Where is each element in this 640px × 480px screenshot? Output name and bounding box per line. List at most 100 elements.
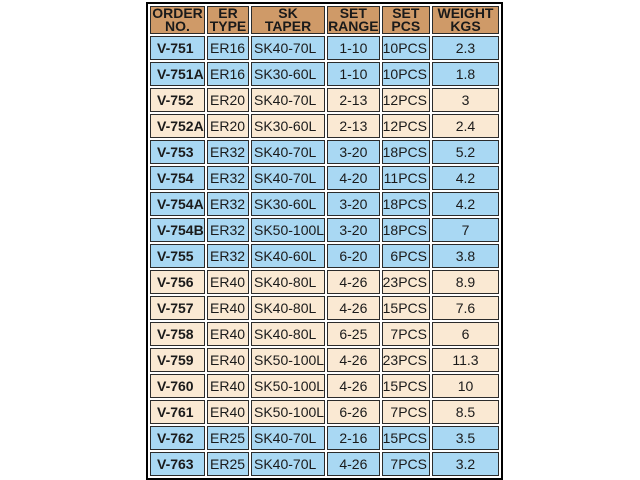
- cell-set-pcs: 18PCS: [381, 192, 430, 216]
- cell-set-range: 2-16: [327, 426, 380, 450]
- cell-sk-taper: SK40-80L: [251, 296, 326, 320]
- cell-order-no: V-754A: [150, 192, 205, 216]
- cell-order-no: V-752A: [150, 114, 205, 138]
- cell-sk-taper: SK40-70L: [251, 166, 326, 190]
- cell-set-range: 1-10: [327, 62, 380, 86]
- cell-weight-kgs: 3.2: [431, 452, 499, 476]
- cell-er-type: ER32: [207, 140, 249, 164]
- table-row: V-754B ER32 SK50-100L 3-20 18PCS 7: [150, 218, 499, 242]
- cell-order-no: V-754B: [150, 218, 205, 242]
- header-cell-order-no: ORDER NO.: [150, 6, 205, 34]
- cell-set-range: 4-26: [327, 348, 380, 372]
- cell-set-pcs: 10PCS: [381, 62, 430, 86]
- cell-sk-taper: SK40-60L: [251, 244, 326, 268]
- cell-set-range: 6-25: [327, 322, 380, 346]
- cell-set-pcs: 7PCS: [381, 400, 430, 424]
- cell-set-pcs: 11PCS: [381, 166, 430, 190]
- cell-order-no: V-751A: [150, 62, 205, 86]
- cell-order-no: V-761: [150, 400, 205, 424]
- header-cell-set-range: SET RANGE: [327, 5, 380, 34]
- cell-weight-kgs: 3: [431, 88, 499, 112]
- table-row: V-759 ER40 SK50-100L 4-26 23PCS 11.3: [150, 348, 499, 372]
- cell-set-range: 4-20: [327, 166, 380, 190]
- cell-set-range: 4-26: [327, 452, 380, 476]
- table-row: V-751A ER16 SK30-60L 1-10 10PCS 1.8: [150, 62, 499, 86]
- table-row: V-752A ER20 SK30-60L 2-13 12PCS 2.4: [150, 114, 499, 138]
- cell-order-no: V-762: [150, 426, 205, 450]
- cell-set-pcs: 12PCS: [381, 114, 430, 138]
- cell-weight-kgs: 1.8: [431, 62, 499, 86]
- cell-sk-taper: SK40-70L: [251, 36, 326, 60]
- cell-set-pcs: 23PCS: [381, 270, 430, 294]
- cell-sk-taper: SK40-80L: [251, 270, 326, 294]
- cell-weight-kgs: 11.3: [431, 348, 499, 372]
- cell-weight-kgs: 6: [431, 322, 499, 346]
- cell-set-pcs: 12PCS: [381, 88, 430, 112]
- cell-order-no: V-759: [150, 348, 205, 372]
- cell-set-range: 6-26: [327, 400, 380, 424]
- table-row: V-758 ER40 SK40-80L 6-25 7PCS 6: [150, 322, 499, 346]
- cell-set-pcs: 6PCS: [381, 244, 430, 268]
- header-cell-er-type: ER TYPE: [207, 6, 249, 34]
- table-row: V-763 ER25 SK40-70L 4-26 7PCS 3.2: [150, 452, 499, 476]
- cell-set-range: 4-26: [327, 270, 380, 294]
- cell-set-range: 3-20: [327, 218, 380, 242]
- cell-set-range: 4-26: [327, 296, 380, 320]
- cell-er-type: ER25: [207, 452, 249, 476]
- header-cell-set-pcs: SET PCS: [381, 6, 430, 34]
- cell-set-pcs: 15PCS: [381, 374, 430, 398]
- cell-set-range: 2-13: [327, 88, 380, 112]
- cell-set-range: 1-10: [327, 36, 380, 60]
- cell-weight-kgs: 5.2: [431, 140, 499, 164]
- cell-sk-taper: SK30-60L: [251, 114, 326, 138]
- cell-weight-kgs: 8.9: [431, 270, 499, 294]
- cell-set-pcs: 18PCS: [381, 140, 430, 164]
- table-row: V-751 ER16 SK40-70L 1-10 10PCS 2.3: [150, 36, 499, 60]
- cell-sk-taper: SK30-60L: [251, 62, 326, 86]
- cell-sk-taper: SK30-60L: [251, 192, 326, 216]
- cell-set-range: 3-20: [327, 192, 380, 216]
- cell-order-no: V-757: [150, 296, 205, 320]
- table-row: V-762 ER25 SK40-70L 2-16 15PCS 3.5: [150, 426, 499, 450]
- cell-set-pcs: 23PCS: [381, 348, 430, 372]
- cell-set-range: 6-20: [327, 244, 380, 268]
- cell-order-no: V-754: [150, 166, 205, 190]
- cell-sk-taper: SK40-70L: [251, 88, 326, 112]
- cell-er-type: ER40: [207, 322, 249, 346]
- header-row: ORDER NO. ER TYPE SK TAPER SET RANGE SET…: [150, 6, 499, 34]
- cell-sk-taper: SK40-80L: [251, 322, 326, 346]
- cell-order-no: V-752: [150, 88, 205, 112]
- cell-weight-kgs: 10: [431, 374, 499, 398]
- cell-order-no: V-753: [150, 140, 205, 164]
- cell-set-pcs: 15PCS: [381, 296, 430, 320]
- cell-weight-kgs: 4.2: [431, 166, 499, 190]
- cell-sk-taper: SK40-70L: [251, 452, 326, 476]
- cell-er-type: ER20: [207, 114, 249, 138]
- cell-er-type: ER32: [207, 166, 249, 190]
- table-row: V-754 ER32 SK40-70L 4-20 11PCS 4.2: [150, 166, 499, 190]
- product-spec-table: ORDER NO. ER TYPE SK TAPER SET RANGE SET…: [146, 2, 503, 480]
- cell-weight-kgs: 2.4: [431, 114, 499, 138]
- cell-sk-taper: SK40-70L: [251, 426, 326, 450]
- cell-weight-kgs: 2.3: [431, 36, 499, 60]
- table-row: V-760 ER40 SK50-100L 4-26 15PCS 10: [150, 374, 499, 398]
- cell-er-type: ER40: [207, 400, 249, 424]
- table-row: V-761 ER40 SK50-100L 6-26 7PCS 8.5: [150, 400, 499, 424]
- cell-sk-taper: SK50-100L: [251, 348, 326, 372]
- cell-order-no: V-760: [150, 374, 205, 398]
- cell-order-no: V-751: [150, 36, 205, 60]
- cell-er-type: ER40: [207, 374, 249, 398]
- cell-set-range: 3-20: [327, 140, 380, 164]
- header-cell-weight-kgs: WEIGHT KGS: [431, 6, 499, 34]
- spec-table-body: V-751 ER16 SK40-70L 1-10 10PCS 2.3 V-751A ER16 S…: [150, 36, 499, 476]
- cell-weight-kgs: 4.2: [431, 192, 499, 216]
- cell-set-pcs: 7PCS: [381, 452, 430, 476]
- cell-sk-taper: SK50-100L: [251, 374, 326, 398]
- cell-er-type: ER25: [207, 426, 249, 450]
- cell-er-type: ER32: [207, 192, 249, 216]
- cell-er-type: ER32: [207, 244, 249, 268]
- cell-sk-taper: SK50-100L: [251, 400, 326, 424]
- cell-er-type: ER32: [207, 218, 249, 242]
- cell-set-pcs: 7PCS: [381, 322, 430, 346]
- cell-er-type: ER16: [207, 36, 249, 60]
